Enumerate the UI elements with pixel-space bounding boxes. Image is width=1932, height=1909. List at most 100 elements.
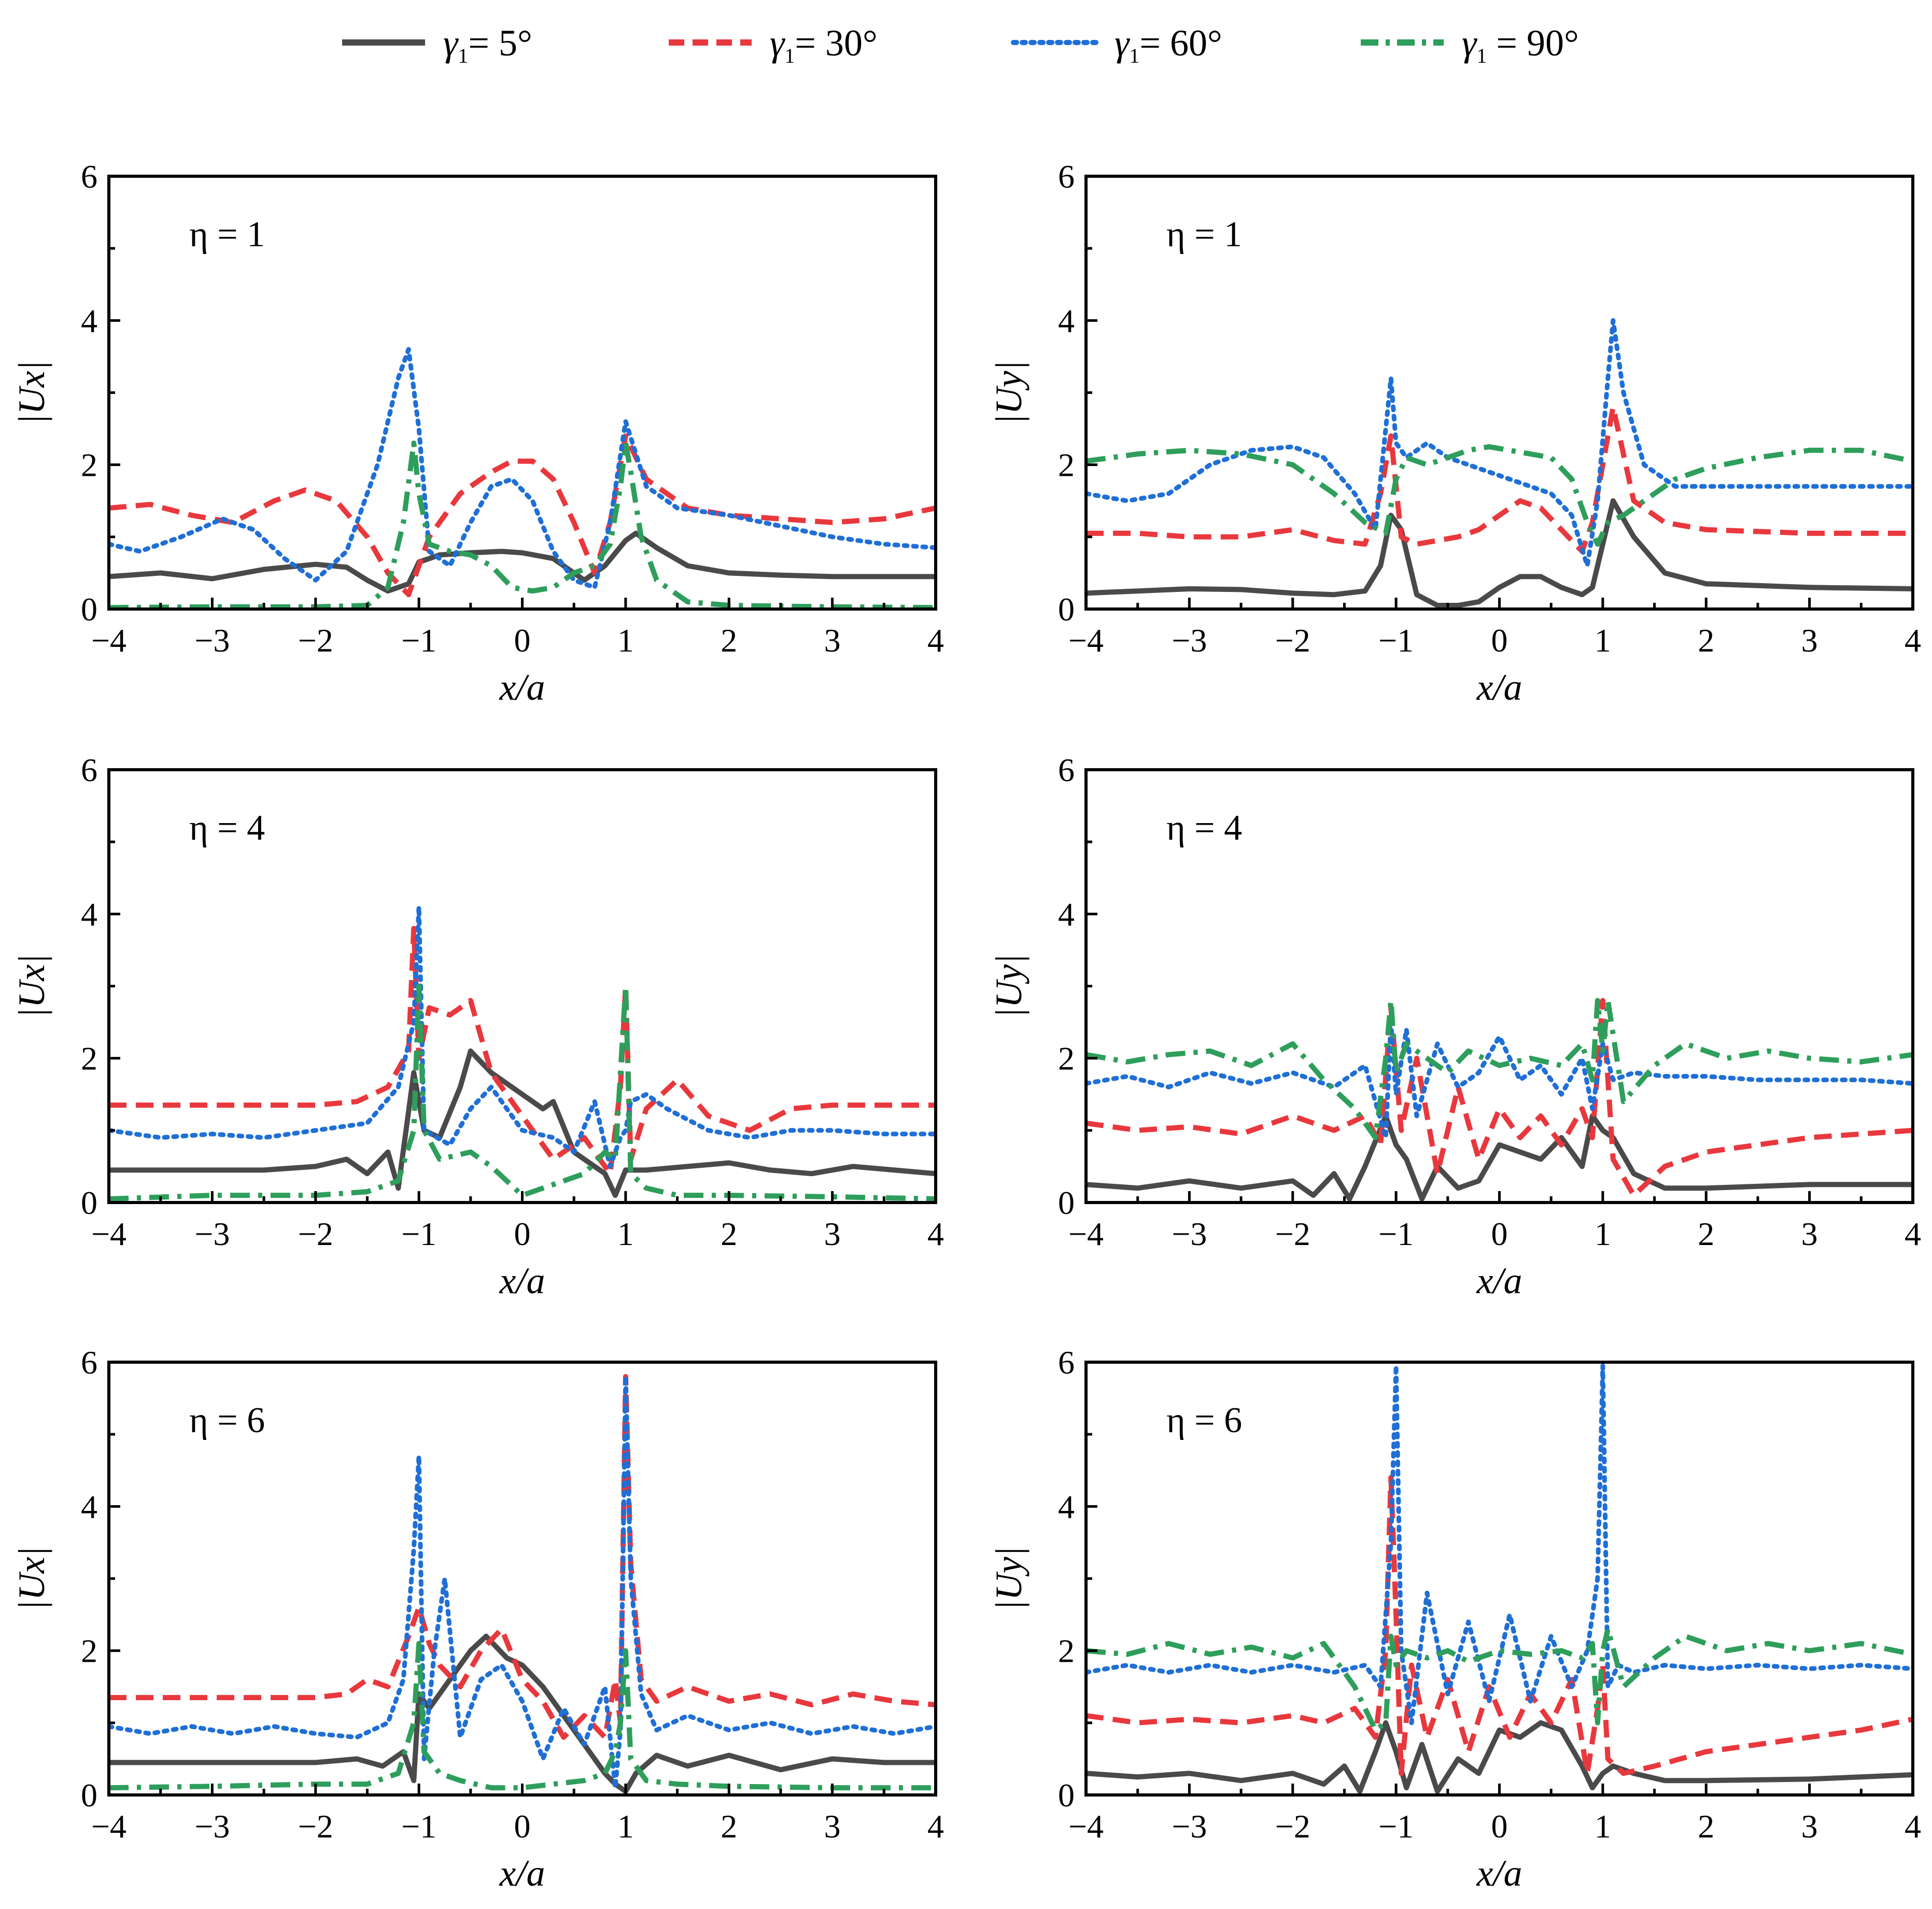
x-tick-label: 0	[514, 1808, 531, 1845]
x-axis-label: x/a	[499, 1853, 545, 1894]
x-tick-label: −2	[1275, 1808, 1310, 1845]
x-axis-label: x/a	[499, 1260, 545, 1302]
y-tick-label: 2	[81, 447, 97, 484]
chart-panel: −4 −3 −2 −1 0 1 2 3 4 0 2 4 6 x/a |Uy| η = 4	[988, 752, 1921, 1302]
y-tick-label: 6	[1058, 752, 1075, 788]
x-tick-label: 2	[1698, 622, 1714, 659]
y-tick-label: 2	[1058, 1040, 1075, 1077]
x-tick-label: 2	[721, 1808, 737, 1845]
chart-panel: −4 −3 −2 −1 0 1 2 3 4 0 2 4 6 x/a |Uy| η = 1	[988, 158, 1921, 708]
x-tick-label: −2	[298, 1215, 333, 1252]
y-tick-label: 0	[1058, 1777, 1075, 1814]
legend-item: γ1= 5°	[342, 22, 532, 67]
x-tick-label: 4	[1905, 1808, 1921, 1845]
panel-annotation: η = 1	[189, 215, 265, 254]
x-tick-label: −1	[1378, 622, 1414, 659]
series-line-1	[109, 1048, 936, 1198]
y-tick-label: 4	[1058, 1488, 1075, 1525]
chart-panel: −4 −3 −2 −1 0 1 2 3 4 0 2 4 6 x/a |Ux| η = 4	[11, 752, 944, 1302]
series-line-4	[1086, 998, 1913, 1140]
x-tick-label: 4	[1905, 1215, 1921, 1252]
x-tick-label: 4	[1905, 622, 1921, 659]
x-tick-label: 2	[1698, 1215, 1714, 1252]
x-tick-label: 0	[514, 622, 531, 659]
chart-panel: −4 −3 −2 −1 0 1 2 3 4 0 2 4 6 x/a |Ux| η = 6	[11, 1344, 944, 1894]
x-tick-label: 0	[1491, 622, 1508, 659]
series-line-1	[1086, 1720, 1913, 1794]
x-tick-label: −2	[298, 622, 333, 659]
x-tick-label: −2	[1275, 1215, 1310, 1252]
x-tick-label: 2	[721, 1215, 737, 1252]
y-tick-label: 6	[1058, 1344, 1075, 1381]
y-tick-label: 6	[81, 158, 97, 195]
series-line-3	[1086, 1363, 1913, 1726]
series-line-2	[1086, 1475, 1913, 1776]
y-tick-label: 6	[81, 752, 97, 788]
legend-item: γ1= 60°	[1011, 22, 1222, 67]
y-tick-label: 6	[1058, 158, 1075, 195]
y-tick-label: 2	[81, 1040, 97, 1077]
series-group	[109, 347, 936, 609]
x-tick-label: −2	[298, 1808, 333, 1845]
y-tick-label: 4	[1058, 896, 1075, 932]
series-line-1	[1086, 1113, 1913, 1201]
series-line-4	[1086, 444, 1913, 547]
y-tick-label: 4	[81, 302, 97, 339]
x-tick-label: −3	[194, 622, 230, 659]
x-tick-label: −1	[401, 622, 436, 659]
y-axis-label: |Uy|	[988, 361, 1030, 425]
x-tick-label: −3	[1172, 1808, 1207, 1845]
panel-annotation: η = 4	[189, 808, 265, 848]
chart-panel: −4 −3 −2 −1 0 1 2 3 4 0 2 4 6 x/a |Uy| η = 6	[988, 1344, 1921, 1894]
x-tick-label: 2	[721, 622, 737, 659]
x-tick-label: 0	[514, 1215, 531, 1252]
legend: γ1= 5° γ1= 30° γ1= 60° γ1 = 90°	[342, 22, 1579, 67]
x-tick-label: −1	[1378, 1215, 1414, 1252]
series-group	[109, 1374, 936, 1794]
x-tick-label: 3	[824, 1808, 841, 1845]
series-line-3	[1086, 1020, 1913, 1140]
series-line-2	[1086, 404, 1913, 554]
series-group	[1086, 318, 1913, 608]
x-tick-label: −4	[1068, 622, 1104, 659]
legend-item: γ1 = 90°	[1361, 22, 1579, 67]
y-tick-label: 0	[1058, 591, 1075, 628]
panels: −4 −3 −2 −1 0 1 2 3 4 0 2 4 6 x/a |Ux| η = 1 −4 −3 −2 −1 0 1 2…	[11, 158, 1921, 1894]
chart-panel: −4 −3 −2 −1 0 1 2 3 4 0 2 4 6 x/a |Ux| η = 1	[11, 158, 944, 708]
series-line-3	[109, 347, 936, 590]
y-tick-label: 2	[81, 1633, 97, 1670]
y-tick-label: 0	[81, 591, 97, 628]
legend-label: γ1= 60°	[1115, 22, 1222, 67]
series-line-4	[109, 983, 936, 1201]
x-tick-label: −4	[91, 1808, 126, 1845]
x-tick-label: 0	[1491, 1808, 1508, 1845]
x-tick-label: −4	[1068, 1215, 1104, 1252]
x-axis-label: x/a	[1476, 1853, 1522, 1894]
series-group	[109, 904, 936, 1201]
series-line-3	[109, 904, 936, 1169]
series-line-2	[109, 926, 936, 1177]
x-tick-label: 3	[824, 1215, 841, 1252]
x-tick-label: 1	[1595, 1215, 1611, 1252]
x-tick-label: −3	[1172, 1215, 1207, 1252]
legend-label: γ1 = 90°	[1462, 22, 1579, 67]
x-tick-label: 3	[824, 622, 841, 659]
y-tick-label: 6	[81, 1344, 97, 1381]
panel-annotation: η = 6	[1166, 1401, 1242, 1440]
legend-label: γ1= 5°	[443, 22, 532, 67]
y-tick-label: 0	[81, 1777, 97, 1814]
x-tick-label: −1	[1378, 1808, 1414, 1845]
x-tick-label: −4	[1068, 1808, 1104, 1845]
series-line-2	[1086, 998, 1913, 1198]
y-axis-label: |Uy|	[988, 1547, 1030, 1611]
x-tick-label: 4	[927, 1808, 944, 1845]
x-tick-label: 4	[927, 1215, 944, 1252]
x-axis-label: x/a	[1476, 667, 1522, 708]
series-line-1	[109, 530, 936, 594]
x-tick-label: 4	[927, 622, 944, 659]
panel-annotation: η = 1	[1166, 215, 1242, 254]
x-tick-label: −3	[194, 1808, 230, 1845]
y-tick-label: 4	[1058, 302, 1075, 339]
y-axis-label: |Uy|	[988, 954, 1030, 1019]
series-line-3	[1086, 318, 1913, 568]
